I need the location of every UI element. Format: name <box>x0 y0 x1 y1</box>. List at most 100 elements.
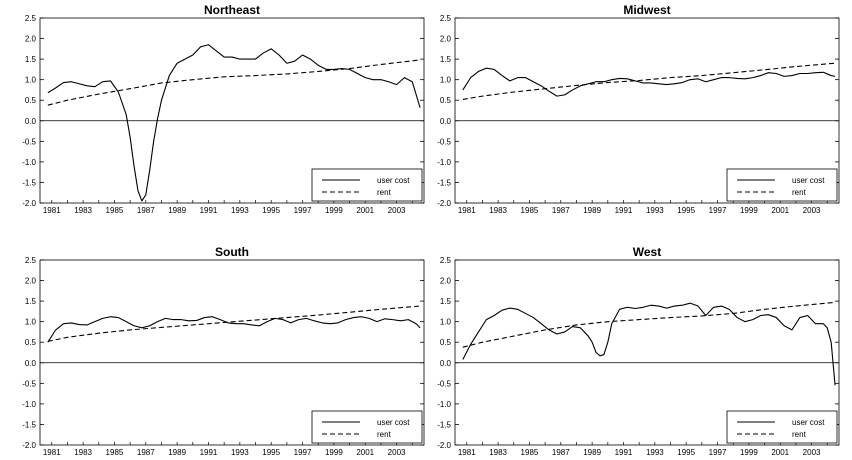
y-tick-label: 1.5 <box>440 297 452 306</box>
y-tick-label: -1.0 <box>437 400 451 409</box>
y-tick-label: -1.5 <box>437 178 451 187</box>
panel-midwest: Midwest 2.5 2.0 1.5 1.0 0.5 0.0 -0.5 -1.0 -1.5 -2.… <box>437 3 840 215</box>
x-tick-label: 2001 <box>356 206 374 215</box>
y-tick-label: -1.0 <box>22 400 36 409</box>
legend-label: rent <box>792 188 807 197</box>
legend-box <box>726 168 838 202</box>
y-tick-label: 1.0 <box>25 76 37 85</box>
x-tick-label: 1991 <box>200 448 218 457</box>
x-tick-label: 1997 <box>294 448 312 457</box>
y-tick-label: 0.5 <box>440 338 452 347</box>
y-tick-label: -1.0 <box>437 158 451 167</box>
plot-frame <box>454 17 840 204</box>
y-tick-label: 2.0 <box>25 35 37 44</box>
y-tick-label: 0.0 <box>25 359 37 368</box>
y-tick-label: 2.0 <box>25 277 37 286</box>
series-line-rent <box>47 305 421 342</box>
x-tick-label: 1981 <box>43 206 61 215</box>
x-tick-label: 1981 <box>43 448 61 457</box>
legend-label: user cost <box>792 418 825 427</box>
x-tick-label: 1991 <box>200 206 218 215</box>
x-tick-label: 1995 <box>262 448 280 457</box>
y-tick-label: -1.5 <box>22 420 36 429</box>
x-tick-label: 1999 <box>740 448 758 457</box>
x-tick-label: 1981 <box>458 206 476 215</box>
panel-northeast: Northeast 2.5 2.0 1.5 1.0 0.5 0.0 -0.5 -1.0 -1.5 -… <box>22 3 425 215</box>
y-tick-label: 2.5 <box>25 14 37 23</box>
x-tick-label: 2001 <box>356 448 374 457</box>
y-tick-label: -2.0 <box>22 199 36 208</box>
series-line-user-cost <box>462 302 836 386</box>
y-tick-label: 0.5 <box>25 96 37 105</box>
x-tick-label: 1985 <box>106 448 124 457</box>
series-line-rent <box>47 59 421 106</box>
legend-box <box>726 410 838 444</box>
x-tick-label: 2001 <box>771 206 789 215</box>
y-tick-label: 2.0 <box>440 35 452 44</box>
x-tick-label: 1987 <box>552 448 570 457</box>
legend-box <box>311 168 423 202</box>
chart-title: West <box>633 245 661 259</box>
legend-label: rent <box>792 430 807 439</box>
y-tick-label: 1.0 <box>25 318 37 327</box>
x-tick-label: 1987 <box>137 448 155 457</box>
y-tick-label: 0.0 <box>440 359 452 368</box>
panel-south: South 2.5 2.0 1.5 1.0 0.5 0.0 -0.5 -1.0 -1.5 -2.0 1… <box>22 245 425 457</box>
y-tick-label: 2.0 <box>440 277 452 286</box>
x-tick-label: 1983 <box>74 448 92 457</box>
y-tick-label: 1.5 <box>25 297 37 306</box>
chart-title: Midwest <box>623 3 670 17</box>
x-tick-label: 1995 <box>677 206 695 215</box>
y-tick-label: 2.5 <box>440 256 452 265</box>
x-tick-label: 1989 <box>168 206 186 215</box>
y-tick-label: -0.5 <box>22 379 36 388</box>
y-tick-label: -1.0 <box>22 158 36 167</box>
x-tick-label: 1997 <box>709 206 727 215</box>
chart-title: Northeast <box>204 3 260 17</box>
y-tick-label: 2.5 <box>440 14 452 23</box>
x-tick-label: 2003 <box>803 448 821 457</box>
x-tick-label: 1997 <box>709 448 727 457</box>
x-tick-label: 1993 <box>231 448 249 457</box>
y-tick-label: -2.0 <box>22 441 36 450</box>
y-tick-label: -0.5 <box>22 137 36 146</box>
x-tick-label: 1985 <box>521 206 539 215</box>
x-tick-label: 2003 <box>388 448 406 457</box>
x-tick-label: 1983 <box>489 448 507 457</box>
y-tick-label: 0.5 <box>440 96 452 105</box>
x-tick-label: 1989 <box>583 448 601 457</box>
x-tick-label: 1983 <box>489 206 507 215</box>
x-tick-label: 1997 <box>294 206 312 215</box>
plot-frame <box>454 259 840 446</box>
y-tick-label: -0.5 <box>437 137 451 146</box>
y-tick-label: 0.0 <box>440 117 452 126</box>
y-tick-label: -2.0 <box>437 441 451 450</box>
x-tick-label: 1993 <box>231 206 249 215</box>
y-tick-label: -0.5 <box>437 379 451 388</box>
x-tick-label: 2001 <box>771 448 789 457</box>
legend-label: rent <box>377 430 392 439</box>
legend: user cost rent <box>726 168 838 202</box>
x-tick-label: 1981 <box>458 448 476 457</box>
x-tick-label: 1999 <box>740 206 758 215</box>
y-tick-label: 1.0 <box>440 318 452 327</box>
x-tick-label: 1991 <box>615 206 633 215</box>
y-tick-label: 1.5 <box>440 55 452 64</box>
legend-label: user cost <box>377 176 410 185</box>
x-tick-label: 2003 <box>803 206 821 215</box>
x-tick-label: 1999 <box>325 206 343 215</box>
series-line-user-cost <box>47 316 421 343</box>
x-tick-label: 1987 <box>552 206 570 215</box>
x-tick-label: 1987 <box>137 206 155 215</box>
x-tick-label: 1989 <box>583 206 601 215</box>
legend: user cost rent <box>311 168 423 202</box>
legend: user cost rent <box>726 410 838 444</box>
y-tick-label: 2.5 <box>25 256 37 265</box>
x-tick-label: 1999 <box>325 448 343 457</box>
series-line-rent <box>462 301 836 348</box>
x-tick-label: 1991 <box>615 448 633 457</box>
legend-label: user cost <box>377 418 410 427</box>
series-line-user-cost <box>462 67 836 97</box>
y-tick-label: 0.0 <box>25 117 37 126</box>
